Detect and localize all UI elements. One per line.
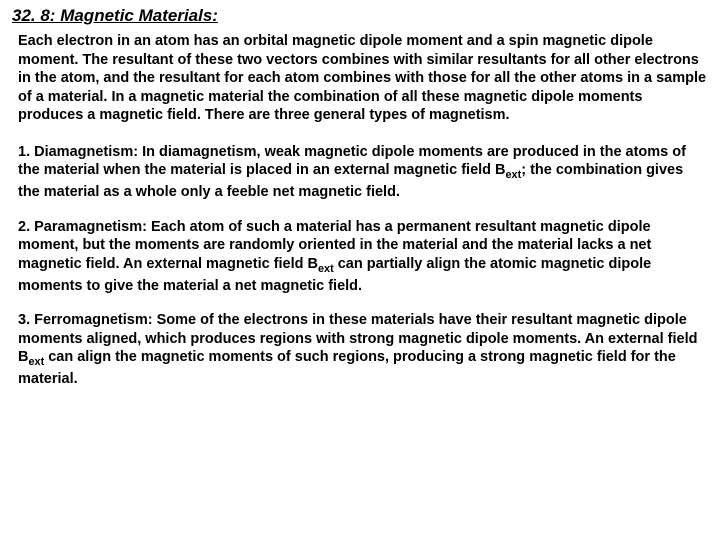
ferromagnetism-paragraph: 3. Ferromagnetism: Some of the electrons… bbox=[12, 311, 708, 388]
paramagnetism-paragraph: 2. Paramagnetism: Each atom of such a ma… bbox=[12, 218, 708, 295]
dia-subscript: ext bbox=[506, 169, 522, 181]
para-subscript: ext bbox=[318, 263, 334, 275]
intro-paragraph: Each electron in an atom has an orbital … bbox=[12, 32, 708, 125]
ferro-text-b: can align the magnetic moments of such r… bbox=[18, 349, 676, 387]
section-heading: 32. 8: Magnetic Materials: bbox=[12, 6, 708, 26]
diamagnetism-paragraph: 1. Diamagnetism: In diamagnetism, weak m… bbox=[12, 143, 708, 202]
ferro-subscript: ext bbox=[28, 356, 44, 368]
